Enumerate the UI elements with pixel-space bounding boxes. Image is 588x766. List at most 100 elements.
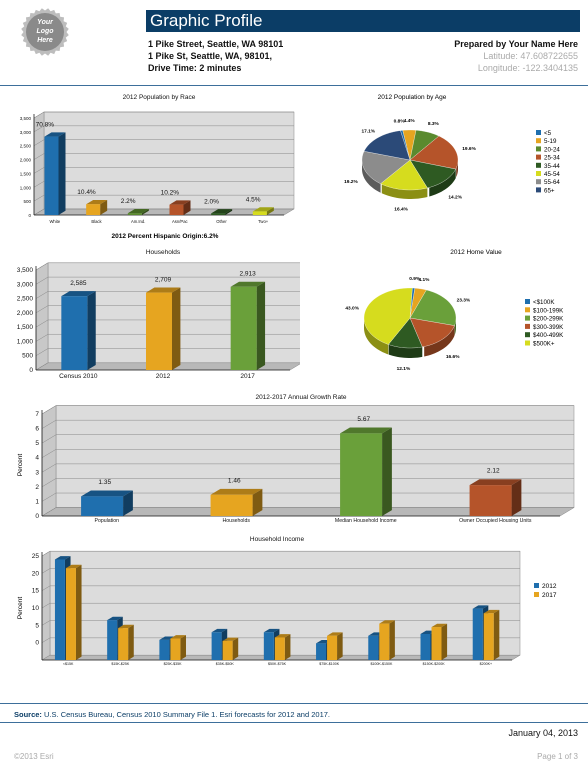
gridline [41,492,574,502]
y-tick-label: 5 [35,622,39,629]
y-tick-label: 2,000 [17,310,34,317]
legend-swatch [536,130,541,135]
y-tick-label: 3,500 [17,267,34,274]
logo-placeholder: Your Logo Here [21,8,69,56]
pie-side [364,317,389,355]
bar-$150K-$200K [420,634,431,660]
gridline [35,333,300,342]
bar-top [169,200,191,205]
y-tick-label: 25 [32,553,40,560]
gridline [35,362,300,371]
source-note: Source: U.S. Census Bureau, Census 2010 … [14,710,330,719]
data-label: 4.5% [246,196,261,203]
pie-data-label: 12.1% [397,366,411,372]
x-tick-label: $200K+ [480,662,493,666]
bar-$200K+ [472,608,483,660]
data-label: 2.0% [204,198,219,205]
bar-top [252,207,274,212]
legend-swatch [536,171,541,176]
bar-Am.Ind. [127,213,142,215]
legend-label: $400-499K [533,332,564,339]
bar-side [75,564,82,660]
chart-title: 2012 Home Value [450,249,502,256]
data-label: 10.4% [77,189,96,196]
bar-side [180,635,186,660]
data-label: 2.12 [487,468,500,475]
address-line-1: 1 Pike Street, Seattle, WA 98101 [148,39,284,49]
bar-side [441,623,448,660]
gridline [35,348,300,356]
bar-Black [86,204,101,215]
pie-slice-5-19 [402,129,417,161]
pie-side [429,169,456,197]
prepared-by: Prepared by Your Name Here [454,39,578,49]
chart-title: Household Income [250,536,305,543]
pie-slice-35-44 [409,159,456,189]
chart-sidewall [35,262,49,371]
y-axis-label: Percent [17,454,24,477]
bar-<$15K [54,559,65,660]
bar-$35K-$50K [222,640,233,660]
pie-data-label: 8.3% [428,121,440,127]
x-tick-label: $35K-$50K [216,662,235,666]
data-label: 2,913 [240,271,257,278]
legend-label: $500K+ [533,341,555,348]
chart-title: Households [146,249,181,256]
bar-Other [211,213,226,215]
legend-swatch [525,299,530,304]
pie-data-label: 43.0% [345,305,359,311]
y-tick-label: 2,500 [17,296,34,303]
bar-top [483,609,500,614]
gridline [41,449,574,458]
y-tick-label: 2,500 [20,144,32,149]
x-tick-label: Owner Occupied Housing Units [459,518,532,524]
y-tick-label: 1,000 [20,185,32,190]
chart-home-value: 2012 Home Value 0.9%4.1% 23.3% 16.6% 12.1% 43… [345,249,564,372]
legend-label: $200-299K [533,316,564,323]
y-tick-label: 500 [23,199,31,204]
bar-side [172,287,181,370]
data-label: 1.35 [98,479,111,486]
bar-Households [210,494,253,516]
bar-$75K-$100K [327,635,338,660]
y-tick-label: 0 [29,367,33,374]
y-tick-label: 0 [35,513,39,520]
y-axis-label: Percent [17,597,24,620]
x-tick-label: <$15K [63,662,74,666]
pie-data-label: 19.6% [462,146,476,152]
gridline [41,637,520,643]
bar-top [340,427,392,434]
y-tick-label: 3 [35,469,39,476]
bar-top [65,564,82,569]
pie-slice-$200-299K [409,289,457,326]
gridline [41,478,574,488]
bar-$100K-$150K [368,635,379,660]
bar-top [159,636,175,640]
legend-swatch [536,146,541,152]
y-tick-label: 500 [22,353,33,360]
x-tick-label: Households [223,518,251,524]
chart-backwall [43,111,295,210]
bar-$15K-$25K [118,628,129,660]
y-tick-label: 0 [35,640,39,647]
pie-side [424,325,455,357]
x-tick-label: $15K-$25K [111,662,130,666]
bar-side [183,200,191,215]
x-tick-label: Census 2010 [59,373,98,380]
bar-Two+ [252,211,267,215]
latitude: Latitude: 47.608722655 [483,51,578,61]
x-tick-label: Median Household Income [335,518,397,524]
gridline [33,208,294,216]
pie-slice-65+ [363,130,411,161]
chart-title: 2012 Population by Race [123,94,196,101]
gridline [41,585,520,591]
chart-households: Households 3,500 3,000 2,500 2,000 1,500 1,000… [17,249,300,380]
legend-label: 25-34 [544,155,560,162]
legend-label: 55-64 [544,179,560,186]
bar-side [382,427,392,516]
chart-footer-note: 2012 Percent Hispanic Origin:6.2% [112,233,219,240]
chart-growth-rate: 2012-2017 Annual Growth Rate 7 6 5 4 3 2 1 0 Perc… [17,394,575,524]
bar-top [86,199,108,205]
report-date: January 04, 2013 [508,728,578,738]
gridline [33,181,294,188]
